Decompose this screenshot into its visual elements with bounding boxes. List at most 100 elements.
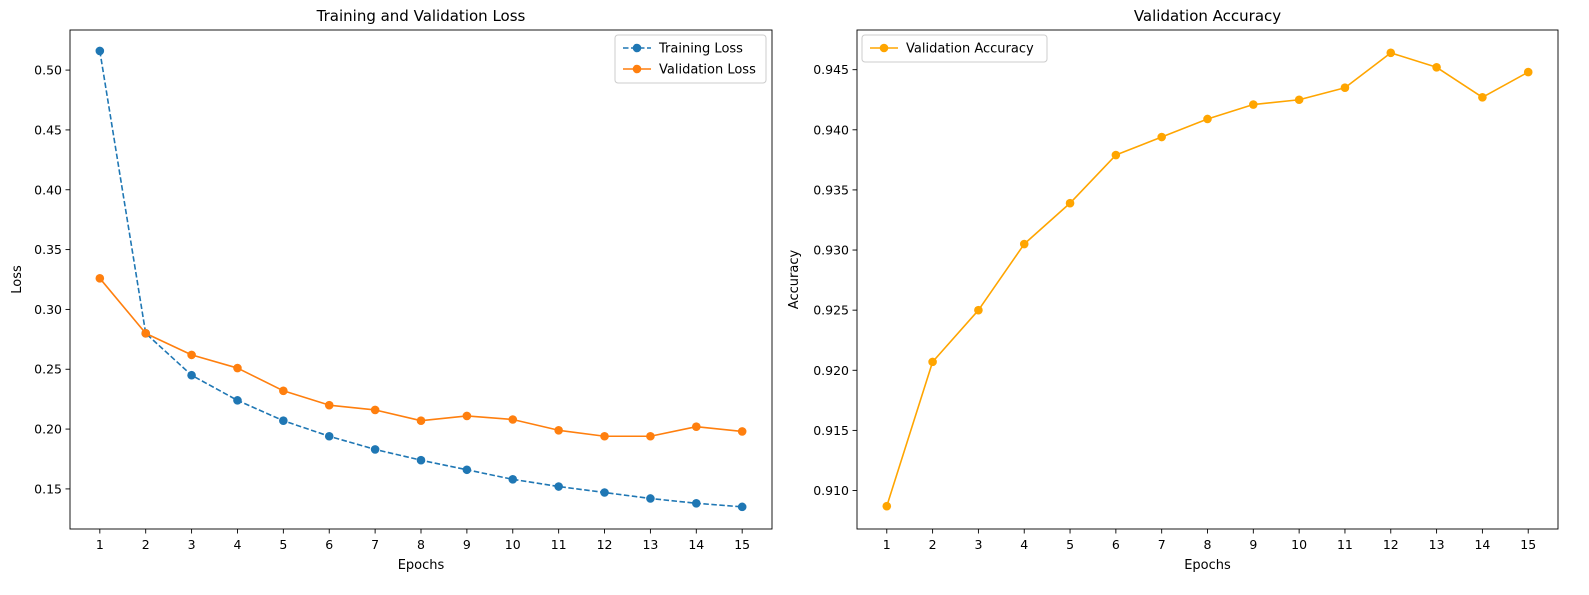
y-tick-label: 0.20 xyxy=(34,422,62,437)
data-point xyxy=(324,431,334,441)
data-point xyxy=(187,350,196,360)
x-tick-label: 1 xyxy=(883,537,891,552)
y-tick-label: 0.925 xyxy=(813,303,849,318)
data-point xyxy=(1432,62,1441,72)
y-tick-label: 0.910 xyxy=(813,483,849,498)
data-point xyxy=(1523,67,1533,77)
chart-title: Validation Accuracy xyxy=(1134,7,1281,25)
x-tick-label: 10 xyxy=(505,537,521,552)
data-point xyxy=(95,46,105,56)
legend-label: Validation Accuracy xyxy=(906,42,1034,57)
y-tick-label: 0.35 xyxy=(34,242,62,257)
accuracy-chart: 1 2 3 4 5 6 7 8 9 10 11 12 13 14 150.9100.9150.9200.92… xyxy=(787,7,1559,573)
y-tick-label: 0.920 xyxy=(813,363,849,378)
y-tick-label: 0.930 xyxy=(813,243,849,258)
y-tick-label: 0.45 xyxy=(34,122,62,137)
data-point xyxy=(1065,198,1075,208)
data-point xyxy=(691,422,701,431)
x-tick-label: 12 xyxy=(1383,537,1399,552)
data-point xyxy=(600,488,609,497)
y-tick-label: 0.915 xyxy=(813,423,849,438)
y-tick-label: 0.25 xyxy=(34,362,62,377)
x-tick-label: 4 xyxy=(233,537,241,552)
data-point xyxy=(1111,150,1121,160)
x-tick-label: 8 xyxy=(417,537,425,552)
data-point xyxy=(324,400,334,410)
data-point xyxy=(1478,93,1487,102)
data-point xyxy=(279,386,288,396)
data-point xyxy=(1157,132,1166,142)
data-point xyxy=(508,475,518,484)
x-tick-label: 10 xyxy=(1291,537,1307,552)
loss-chart: 1 2 3 4 5 6 7 8 9 10 11 12 13 14 150.150.200.250.300.3… xyxy=(10,7,773,573)
legend-marker xyxy=(632,64,642,74)
x-tick-label: 2 xyxy=(142,537,150,552)
data-point xyxy=(508,415,518,424)
x-tick-label: 1 xyxy=(96,537,104,552)
x-tick-label: 2 xyxy=(929,537,937,552)
x-tick-label: 3 xyxy=(188,537,196,552)
data-point xyxy=(416,416,426,426)
legend-marker xyxy=(632,43,642,53)
x-tick-label: 3 xyxy=(974,537,982,552)
chart-title: Training and Validation Loss xyxy=(316,7,526,25)
x-tick-label: 11 xyxy=(551,537,567,552)
legend-label: Training Loss xyxy=(658,42,743,57)
x-axis-label: Epochs xyxy=(1184,558,1231,573)
legend-label: Validation Loss xyxy=(659,63,756,78)
data-point xyxy=(462,465,472,475)
data-point xyxy=(882,501,892,511)
data-point xyxy=(416,455,426,465)
x-tick-label: 13 xyxy=(1429,537,1445,552)
x-tick-label: 14 xyxy=(1474,537,1490,552)
data-point xyxy=(691,498,701,508)
data-point xyxy=(141,329,151,338)
x-tick-label: 9 xyxy=(1249,537,1257,552)
x-tick-label: 5 xyxy=(279,537,287,552)
data-point xyxy=(928,357,937,367)
data-point xyxy=(737,502,747,512)
data-point xyxy=(187,370,196,380)
y-tick-label: 0.15 xyxy=(34,481,62,496)
x-tick-label: 11 xyxy=(1337,537,1353,552)
x-tick-label: 12 xyxy=(597,537,613,552)
series-line-training-loss xyxy=(99,50,743,508)
y-tick-label: 0.50 xyxy=(34,63,62,78)
x-tick-label: 7 xyxy=(1158,537,1166,552)
data-point xyxy=(600,431,609,441)
data-point xyxy=(233,363,242,373)
legend-box xyxy=(614,34,767,84)
data-point xyxy=(1386,48,1396,58)
data-point xyxy=(370,445,380,454)
y-tick-label: 0.945 xyxy=(813,62,849,77)
data-point xyxy=(95,274,105,283)
x-tick-label: 15 xyxy=(1520,537,1536,552)
data-point xyxy=(646,494,655,503)
y-tick-label: 0.940 xyxy=(813,122,849,137)
data-point xyxy=(554,425,563,435)
data-point xyxy=(737,427,747,436)
y-tick-label: 0.30 xyxy=(34,302,62,317)
x-tick-label: 6 xyxy=(1112,537,1120,552)
x-tick-label: 8 xyxy=(1204,537,1212,552)
data-point xyxy=(1203,114,1212,124)
data-point xyxy=(279,416,288,426)
x-tick-label: 15 xyxy=(734,537,750,552)
data-point xyxy=(1019,239,1029,249)
data-point xyxy=(233,396,242,405)
y-axis-label: Loss xyxy=(10,265,25,294)
x-axis-label: Epochs xyxy=(398,558,445,573)
data-point xyxy=(974,305,983,315)
legend-marker xyxy=(879,43,889,53)
x-tick-label: 9 xyxy=(463,537,471,552)
x-tick-label: 7 xyxy=(371,537,379,552)
x-tick-label: 13 xyxy=(642,537,658,552)
data-point xyxy=(462,411,472,421)
series-line-validation-loss xyxy=(99,277,743,438)
y-tick-label: 0.935 xyxy=(813,182,849,197)
data-point xyxy=(370,405,380,415)
x-tick-label: 14 xyxy=(688,537,704,552)
plot-frame xyxy=(69,29,773,530)
